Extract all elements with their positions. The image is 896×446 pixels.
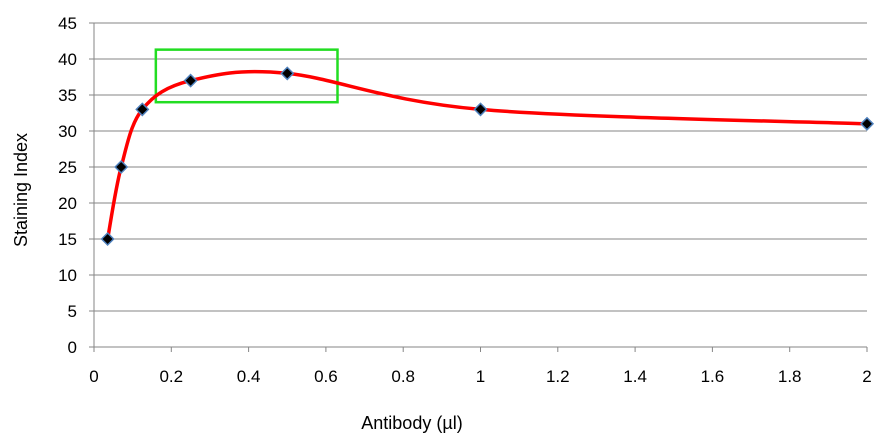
tick-labels: 0 5 10 15 20 25 30 35 40 45 0 0.2 0.4 0.6 0.8 1 1.2 1.4 1.… [58,14,872,386]
data-point-marker [135,102,150,117]
x-tick-label: 1.6 [701,367,725,386]
highlight-box [154,48,339,104]
data-point-marker [859,116,875,131]
data-point-marker [473,102,488,117]
y-tick-label: 45 [58,14,77,33]
x-tick-label: 1 [476,367,485,386]
data-point-marker [280,66,295,81]
x-tick-label: 1.8 [778,367,802,386]
y-tick-label: 15 [58,230,77,249]
y-tick-label: 0 [68,338,77,357]
data-point-marker [114,159,129,175]
x-tick-label: 0 [89,367,98,386]
gridlines [94,22,867,312]
marker-layer [100,66,875,247]
y-tick-label: 40 [58,50,77,69]
y-tick-label: 5 [68,302,77,321]
x-tick-label: 1.2 [546,367,570,386]
highlight-box-layer [154,48,339,104]
axes [89,22,868,352]
x-axis-title: Antibody (µl) [361,413,462,433]
y-axis-title: Staining Index [11,133,31,247]
y-tick-label: 10 [58,266,77,285]
x-tick-label: 1.4 [623,367,647,386]
x-tick-label: 0.4 [237,367,261,386]
y-tick-label: 20 [58,194,77,213]
series-line [105,69,869,241]
x-tick-label: 0.6 [314,367,338,386]
x-tick-label: 2 [862,367,871,386]
y-tick-label: 25 [58,158,77,177]
x-tick-label: 0.2 [159,367,183,386]
y-tick-label: 30 [58,122,77,141]
data-point-marker [100,231,115,247]
y-tick-label: 35 [58,86,77,105]
data-point-marker [183,73,198,88]
series-line-layer [105,69,869,241]
x-tick-label: 0.8 [391,367,415,386]
